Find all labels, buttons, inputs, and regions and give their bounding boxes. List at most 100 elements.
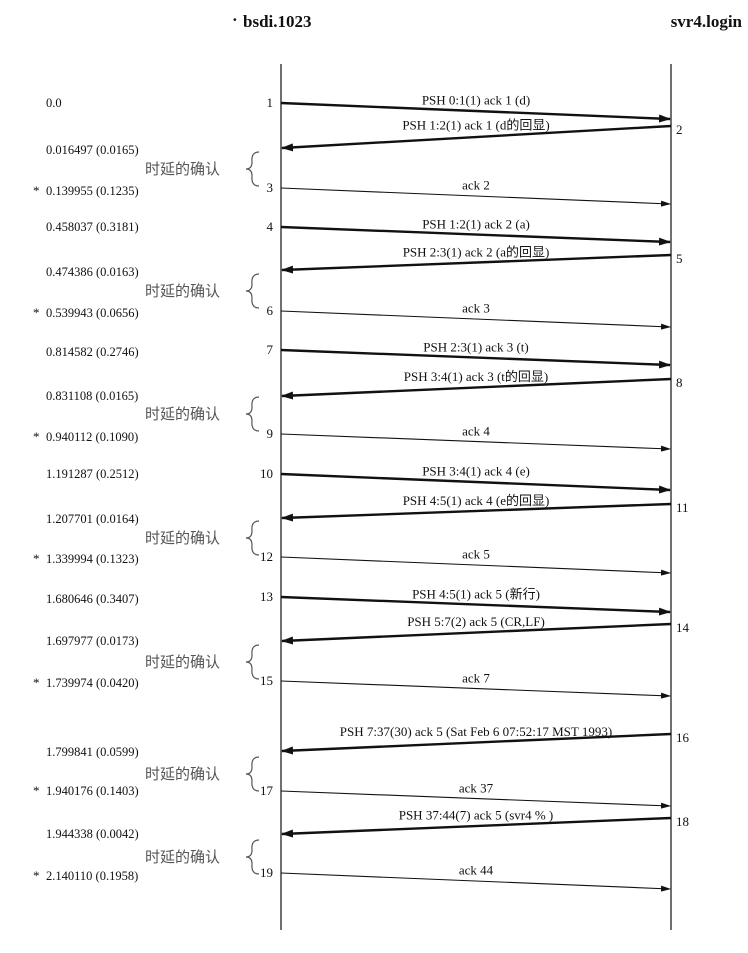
time-entry-19: * 2.140110 (0.1958): [33, 868, 138, 883]
timestamp-label: 1.680646 (0.3407): [46, 592, 139, 606]
segment-number-7: 7: [267, 342, 274, 357]
segment-label-14: PSH 5:7(2) ack 5 (CR,LF): [407, 614, 545, 629]
timestamp-label: 1.207701 (0.0164): [46, 512, 139, 526]
timestamp-label: 0.016497 (0.0165): [46, 143, 139, 157]
brace-icon: [245, 273, 260, 309]
time-entry-16: 1.799841 (0.0599): [46, 745, 139, 759]
segment-arrow-16: [281, 732, 672, 755]
segment-number-17: 17: [260, 783, 274, 798]
timestamp-label: 0.539943 (0.0656): [46, 306, 139, 320]
segment-number-11: 11: [676, 500, 689, 515]
segment-8: 8 PSH 3:4(1) ack 3 (t的回显): [281, 369, 683, 400]
segment-4: 4 PSH 1:2(1) ack 2 (a): [267, 216, 671, 246]
segment-number-8: 8: [676, 375, 683, 390]
segment-label-6: ack 3: [462, 301, 490, 316]
segment-number-1: 1: [267, 95, 274, 110]
time-entry-15: * 1.739974 (0.0420): [33, 675, 139, 690]
delayed-ack-annotation-4: 时延的确认: [145, 520, 260, 556]
delayed-ack-label: 时延的确认: [145, 529, 220, 547]
timestamp-label: 0.831108 (0.0165): [46, 389, 138, 403]
delayed-ack-label: 时延的确认: [145, 848, 220, 866]
delayed-ack-label: 时延的确认: [145, 765, 220, 783]
timestamp-label: 0.0: [46, 96, 62, 110]
segment-5: 5 PSH 2:3(1) ack 2 (a的回显): [281, 244, 683, 274]
segment-10: 10 PSH 3:4(1) ack 4 (e): [260, 464, 671, 494]
segment-label-8: PSH 3:4(1) ack 3 (t的回显): [404, 369, 548, 384]
segment-9: 9 ack 4: [267, 423, 671, 452]
segment-arrow-15: [280, 680, 671, 699]
time-entry-9: * 0.940112 (0.1090): [33, 429, 138, 444]
time-entry-8: 0.831108 (0.0165): [46, 389, 138, 403]
segment-arrow-1: [280, 101, 671, 123]
segment-13: 13 PSH 4:5(1) ack 5 (新行): [260, 586, 671, 616]
segment-number-6: 6: [267, 303, 274, 318]
segments-layer: 1 PSH 0:1(1) ack 1 (d) 2 PSH 1:2(1) ack 1 (…: [260, 93, 690, 892]
segment-number-12: 12: [260, 549, 273, 564]
timestamp-label: 1.697977 (0.0173): [46, 634, 139, 648]
segment-3: 3 ack 2: [267, 178, 671, 207]
delayed-ack-marker: *: [33, 868, 40, 883]
segment-17: 17 ack 37: [260, 780, 671, 809]
segment-arrow-4: [280, 225, 671, 246]
segment-label-18: PSH 37:44(7) ack 5 (svr4 % ): [399, 808, 554, 823]
timestamp-label: 1.799841 (0.0599): [46, 745, 139, 759]
segment-number-13: 13: [260, 589, 273, 604]
segment-12: 12 ack 5: [260, 547, 671, 576]
segment-arrow-13: [280, 595, 671, 616]
segment-label-7: PSH 2:3(1) ack 3 (t): [423, 339, 528, 354]
segment-14: 14 PSH 5:7(2) ack 5 (CR,LF): [281, 614, 690, 645]
delayed-ack-marker: *: [33, 305, 40, 320]
segment-1: 1 PSH 0:1(1) ack 1 (d): [267, 93, 671, 123]
timestamp-label: 1.944338 (0.0042): [46, 827, 139, 841]
segment-label-2: PSH 1:2(1) ack 1 (d的回显): [402, 118, 549, 133]
time-entry-11: 1.207701 (0.0164): [46, 512, 139, 526]
timestamp-label: 2.140110 (0.1958): [46, 869, 138, 883]
segment-label-10: PSH 3:4(1) ack 4 (e): [422, 464, 530, 479]
delayed-ack-label: 时延的确认: [145, 282, 220, 300]
delayed-ack-annotation-3: 时延的确认: [145, 396, 260, 432]
segment-6: 6 ack 3: [267, 301, 671, 330]
time-entry-6: * 0.539943 (0.0656): [33, 305, 139, 320]
segment-arrow-14: [281, 622, 672, 645]
segment-11: 11 PSH 4:5(1) ack 4 (e的回显): [281, 493, 689, 522]
time-entry-13: 1.680646 (0.3407): [46, 592, 139, 606]
delayed-ack-marker: *: [33, 429, 40, 444]
timestamp-label: 1.940176 (0.1403): [46, 784, 139, 798]
segment-arrow-3: [280, 187, 671, 207]
segment-number-19: 19: [260, 865, 273, 880]
segment-16: 16 PSH 7:37(30) ack 5 (Sat Feb 6 07:52:17…: [281, 724, 690, 755]
time-entry-1: 0.0: [46, 96, 62, 110]
time-entry-12: * 1.339994 (0.1323): [33, 551, 139, 566]
timestamp-label: 1.739974 (0.0420): [46, 676, 139, 690]
segment-label-3: ack 2: [462, 178, 490, 193]
segment-number-14: 14: [676, 620, 690, 635]
timestamp-label: 0.814582 (0.2746): [46, 345, 139, 359]
segment-arrow-18: [281, 816, 672, 838]
delayed-ack-label: 时延的确认: [145, 405, 220, 423]
segment-7: 7 PSH 2:3(1) ack 3 (t): [267, 339, 671, 369]
brace-icon: [245, 151, 260, 187]
host-bsdi-tick: ·: [232, 10, 238, 29]
delayed-ack-marker: *: [33, 783, 40, 798]
segment-arrow-11: [281, 502, 672, 522]
segment-arrow-2: [281, 124, 672, 152]
brace-icon: [245, 520, 260, 556]
segment-label-15: ack 7: [462, 670, 490, 685]
time-entry-14: 1.697977 (0.0173): [46, 634, 139, 648]
segment-number-9: 9: [267, 426, 274, 441]
segment-19: 19 ack 44: [260, 863, 671, 892]
delayed-ack-annotation-1: 时延的确认: [145, 151, 260, 187]
delayed-ack-label: 时延的确认: [145, 160, 220, 178]
segment-label-12: ack 5: [462, 547, 490, 562]
timestamp-label: 0.940112 (0.1090): [46, 430, 138, 444]
segment-number-2: 2: [676, 122, 683, 137]
delayed-ack-marker: *: [33, 551, 40, 566]
segment-arrow-5: [281, 253, 672, 274]
timestamp-label: 0.139955 (0.1235): [46, 184, 139, 198]
segment-label-16: PSH 7:37(30) ack 5 (Sat Feb 6 07:52:17 M…: [340, 724, 612, 739]
segment-arrow-9: [280, 433, 671, 452]
timestamp-label: 1.339994 (0.1323): [46, 552, 139, 566]
time-entry-17: * 1.940176 (0.1403): [33, 783, 139, 798]
time-entry-5: 0.474386 (0.0163): [46, 265, 139, 279]
